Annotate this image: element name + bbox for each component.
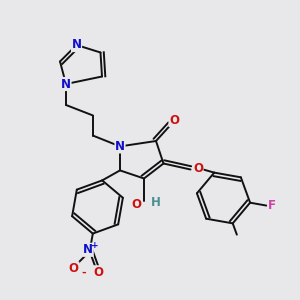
Text: N: N (115, 140, 125, 153)
Text: N: N (71, 38, 82, 52)
Text: H: H (151, 196, 161, 209)
Text: +: + (91, 242, 99, 250)
Text: N: N (83, 243, 93, 256)
Text: O: O (94, 266, 104, 279)
Text: O: O (193, 161, 203, 175)
Text: O: O (69, 262, 79, 275)
Text: O: O (131, 197, 142, 211)
Text: N: N (61, 77, 71, 91)
Text: O: O (169, 113, 179, 127)
Text: -: - (81, 267, 86, 277)
Text: F: F (268, 199, 276, 212)
